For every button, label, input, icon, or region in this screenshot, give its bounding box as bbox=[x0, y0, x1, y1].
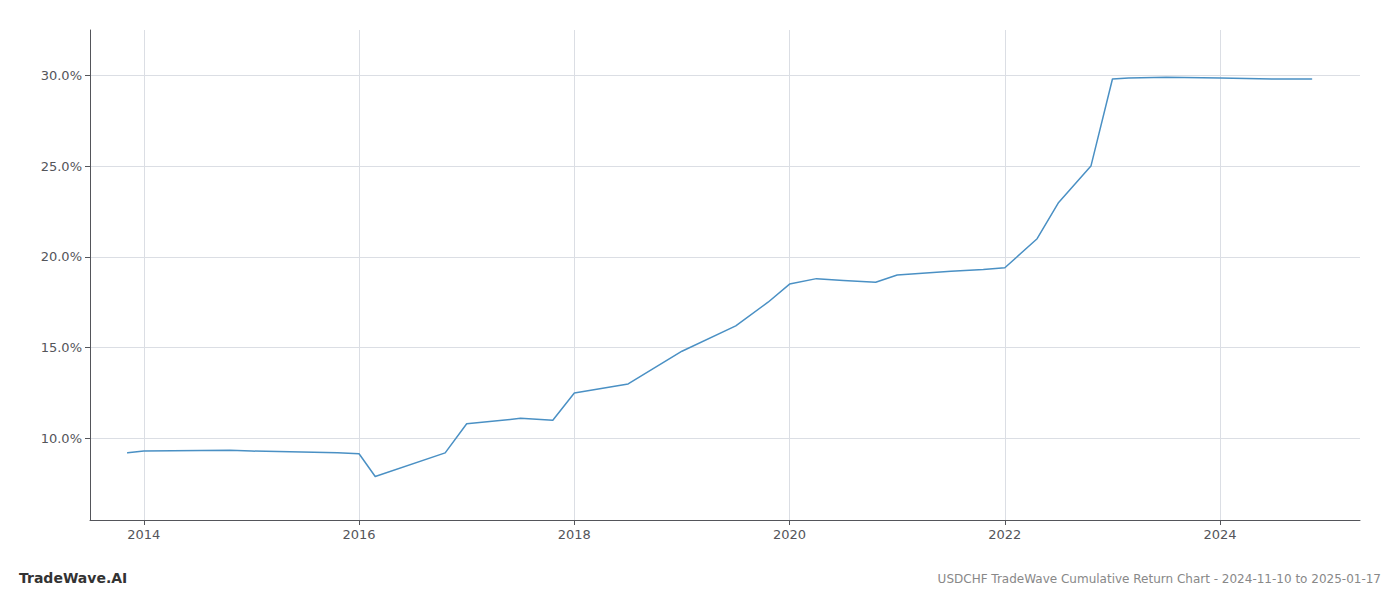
svg-text:25.0%: 25.0% bbox=[41, 159, 82, 174]
svg-text:20.0%: 20.0% bbox=[41, 249, 82, 264]
svg-text:2020: 2020 bbox=[773, 527, 806, 542]
svg-text:2014: 2014 bbox=[127, 527, 160, 542]
svg-text:15.0%: 15.0% bbox=[41, 340, 82, 355]
svg-text:TradeWave.AI: TradeWave.AI bbox=[19, 570, 127, 586]
svg-text:2018: 2018 bbox=[558, 527, 591, 542]
svg-text:USDCHF TradeWave Cumulative Re: USDCHF TradeWave Cumulative Return Chart… bbox=[938, 572, 1381, 586]
svg-text:2024: 2024 bbox=[1204, 527, 1237, 542]
svg-text:2022: 2022 bbox=[988, 527, 1021, 542]
svg-text:10.0%: 10.0% bbox=[41, 431, 82, 446]
svg-text:30.0%: 30.0% bbox=[41, 68, 82, 83]
svg-text:2016: 2016 bbox=[343, 527, 376, 542]
